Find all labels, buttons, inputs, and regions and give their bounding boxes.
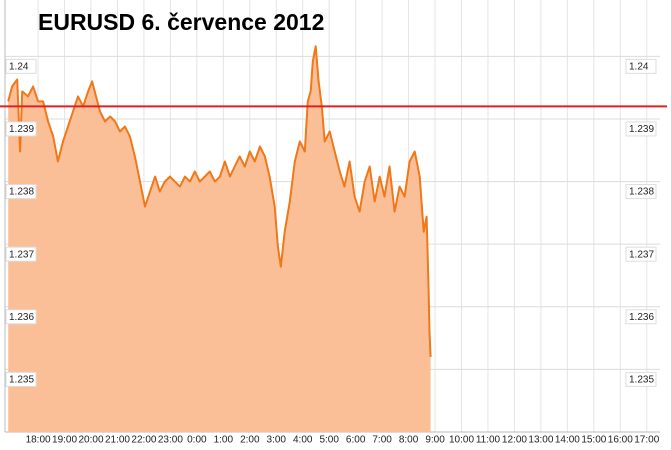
x-tick-label: 1:00	[214, 435, 234, 446]
x-tick-label: 17:00	[634, 435, 659, 446]
y-tick-label: 1.235	[629, 375, 654, 386]
y-tick-label: 1.235	[9, 375, 34, 386]
x-tick-label: 9:00	[425, 435, 445, 446]
plot	[0, 45, 667, 433]
y-label-box	[625, 121, 657, 137]
labels: 18:00 19:00 20:00 21:00 22:00 23:00 0:00 1:00 2:…	[5, 58, 660, 446]
x-tick-label: 12:00	[502, 435, 527, 446]
x-tick-label: 22:00	[131, 435, 156, 446]
y-tick-label: 1.24	[629, 61, 649, 72]
y-label-box	[5, 371, 37, 387]
x-tick-label: 4:00	[293, 435, 313, 446]
x-tick-label: 21:00	[105, 435, 130, 446]
x-tick-label: 18:00	[26, 435, 51, 446]
x-tick-label: 14:00	[555, 435, 580, 446]
y-tick-label: 1.237	[9, 249, 34, 260]
y-tick-label: 1.239	[629, 124, 654, 135]
y-tick-label: 1.237	[629, 249, 654, 260]
x-tick-label: 5:00	[319, 435, 339, 446]
y-label-box	[625, 184, 657, 200]
x-tick-label: 20:00	[78, 435, 103, 446]
x-tick-label: 2:00	[240, 435, 260, 446]
y-label-box	[5, 58, 37, 74]
y-tick-label: 1.239	[9, 124, 34, 135]
x-tick-label: 13:00	[528, 435, 553, 446]
y-label-box	[625, 309, 657, 325]
y-tick-label: 1.238	[629, 187, 654, 198]
y-label-box	[5, 309, 37, 325]
x-tick-label: 15:00	[581, 435, 606, 446]
x-tick-label: 10:00	[449, 435, 474, 446]
x-tick-label: 19:00	[52, 435, 77, 446]
x-tick-label: 7:00	[372, 435, 392, 446]
y-tick-label: 1.236	[629, 312, 654, 323]
y-tick-label: 1.236	[9, 312, 34, 323]
y-label-box	[5, 246, 37, 262]
x-tick-label: 16:00	[608, 435, 633, 446]
x-tick-label: 23:00	[158, 435, 183, 446]
y-label-box	[5, 121, 37, 137]
x-tick-label: 6:00	[346, 435, 366, 446]
x-tick-label: 8:00	[399, 435, 419, 446]
area-fill	[8, 46, 431, 433]
x-tick-label: 11:00	[476, 435, 501, 446]
y-tick-label: 1.238	[9, 187, 34, 198]
y-label-box	[625, 371, 657, 387]
y-label-box	[625, 58, 657, 74]
y-tick-label: 1.24	[9, 61, 29, 72]
x-tick-label: 0:00	[187, 435, 207, 446]
y-label-box	[5, 184, 37, 200]
price-line	[7, 45, 432, 357]
x-tick-label: 3:00	[267, 435, 287, 446]
chart-title: EURUSD 6. července 2012	[38, 9, 324, 35]
y-label-box	[625, 246, 657, 262]
